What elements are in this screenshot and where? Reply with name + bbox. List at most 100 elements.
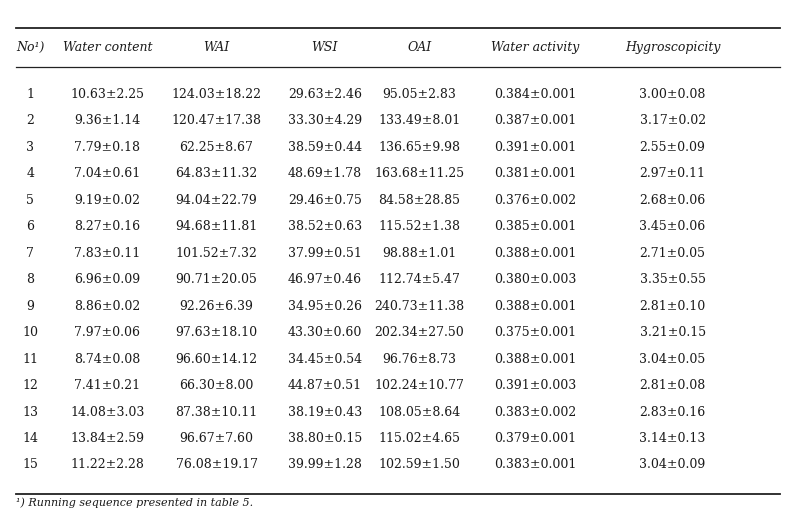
Text: 7.83±0.11: 7.83±0.11: [74, 247, 141, 260]
Text: 97.63±18.10: 97.63±18.10: [175, 326, 258, 339]
Text: 0.383±0.002: 0.383±0.002: [494, 405, 576, 419]
Text: 124.03±18.22: 124.03±18.22: [171, 88, 262, 101]
Text: 7.04±0.61: 7.04±0.61: [74, 168, 141, 180]
Text: 115.02±4.65: 115.02±4.65: [378, 432, 461, 445]
Text: 11: 11: [22, 353, 38, 366]
Text: 2: 2: [26, 114, 34, 127]
Text: Water activity: Water activity: [490, 41, 579, 54]
Text: 14: 14: [22, 432, 38, 445]
Text: 12: 12: [22, 379, 38, 392]
Text: 34.45±0.54: 34.45±0.54: [287, 353, 362, 366]
Text: 202.34±27.50: 202.34±27.50: [375, 326, 464, 339]
Text: 102.59±1.50: 102.59±1.50: [379, 459, 460, 472]
Text: 6.96±0.09: 6.96±0.09: [74, 273, 141, 286]
Text: 8: 8: [26, 273, 34, 286]
Text: 43.30±0.60: 43.30±0.60: [287, 326, 362, 339]
Text: 33.30±4.29: 33.30±4.29: [287, 114, 362, 127]
Text: 92.26±6.39: 92.26±6.39: [180, 300, 253, 313]
Text: 0.384±0.001: 0.384±0.001: [494, 88, 576, 101]
Text: 0.388±0.001: 0.388±0.001: [494, 300, 576, 313]
Text: 0.387±0.001: 0.387±0.001: [494, 114, 576, 127]
Text: ¹) Running sequence presented in table 5.: ¹) Running sequence presented in table 5…: [16, 497, 253, 508]
Text: 9.19±0.02: 9.19±0.02: [75, 194, 140, 207]
Text: 48.69±1.78: 48.69±1.78: [287, 168, 362, 180]
Text: 94.04±22.79: 94.04±22.79: [176, 194, 257, 207]
Text: 9: 9: [26, 300, 34, 313]
Text: 62.25±8.67: 62.25±8.67: [180, 141, 253, 154]
Text: 112.74±5.47: 112.74±5.47: [379, 273, 460, 286]
Text: 0.383±0.001: 0.383±0.001: [494, 459, 576, 472]
Text: 101.52±7.32: 101.52±7.32: [176, 247, 257, 260]
Text: 7.79±0.18: 7.79±0.18: [75, 141, 140, 154]
Text: 2.68±0.06: 2.68±0.06: [639, 194, 706, 207]
Text: 2.81±0.08: 2.81±0.08: [639, 379, 706, 392]
Text: 7: 7: [26, 247, 34, 260]
Text: 11.22±2.28: 11.22±2.28: [71, 459, 144, 472]
Text: 96.76±8.73: 96.76±8.73: [383, 353, 456, 366]
Text: 0.385±0.001: 0.385±0.001: [494, 220, 576, 233]
Text: 0.391±0.003: 0.391±0.003: [494, 379, 576, 392]
Text: 34.95±0.26: 34.95±0.26: [288, 300, 361, 313]
Text: 13: 13: [22, 405, 38, 419]
Text: 3.14±0.13: 3.14±0.13: [639, 432, 706, 445]
Text: 38.19±0.43: 38.19±0.43: [287, 405, 362, 419]
Text: 0.388±0.001: 0.388±0.001: [494, 353, 576, 366]
Text: 76.08±19.17: 76.08±19.17: [175, 459, 258, 472]
Text: 3: 3: [26, 141, 34, 154]
Text: 0.376±0.002: 0.376±0.002: [494, 194, 576, 207]
Text: 3.45±0.06: 3.45±0.06: [639, 220, 706, 233]
Text: 136.65±9.98: 136.65±9.98: [378, 141, 461, 154]
Text: 3.04±0.09: 3.04±0.09: [639, 459, 706, 472]
Text: 84.58±28.85: 84.58±28.85: [378, 194, 461, 207]
Text: 3.21±0.15: 3.21±0.15: [639, 326, 706, 339]
Text: 6: 6: [26, 220, 34, 233]
Text: 240.73±11.38: 240.73±11.38: [374, 300, 465, 313]
Text: 115.52±1.38: 115.52±1.38: [378, 220, 461, 233]
Text: 66.30±8.00: 66.30±8.00: [179, 379, 254, 392]
Text: 37.99±0.51: 37.99±0.51: [288, 247, 361, 260]
Text: 8.86±0.02: 8.86±0.02: [74, 300, 141, 313]
Text: 96.60±14.12: 96.60±14.12: [175, 353, 258, 366]
Text: 29.63±2.46: 29.63±2.46: [288, 88, 361, 101]
Text: Water content: Water content: [63, 41, 152, 54]
Text: 0.381±0.001: 0.381±0.001: [494, 168, 576, 180]
Text: 29.46±0.75: 29.46±0.75: [288, 194, 361, 207]
Text: 39.99±1.28: 39.99±1.28: [288, 459, 361, 472]
Text: 64.83±11.32: 64.83±11.32: [175, 168, 258, 180]
Text: 2.97±0.11: 2.97±0.11: [640, 168, 705, 180]
Text: 0.388±0.001: 0.388±0.001: [494, 247, 576, 260]
Text: 0.380±0.003: 0.380±0.003: [494, 273, 576, 286]
Text: 94.68±11.81: 94.68±11.81: [175, 220, 258, 233]
Text: 38.80±0.15: 38.80±0.15: [287, 432, 362, 445]
Text: 98.88±1.01: 98.88±1.01: [382, 247, 457, 260]
Text: 10.63±2.25: 10.63±2.25: [71, 88, 144, 101]
Text: 8.74±0.08: 8.74±0.08: [74, 353, 141, 366]
Text: 163.68±11.25: 163.68±11.25: [374, 168, 465, 180]
Text: 120.47±17.38: 120.47±17.38: [171, 114, 262, 127]
Text: 3.00±0.08: 3.00±0.08: [639, 88, 706, 101]
Text: 14.08±3.03: 14.08±3.03: [70, 405, 145, 419]
Text: 8.27±0.16: 8.27±0.16: [74, 220, 141, 233]
Text: WAI: WAI: [204, 41, 229, 54]
Text: 9.36±1.14: 9.36±1.14: [74, 114, 141, 127]
Text: 0.379±0.001: 0.379±0.001: [494, 432, 576, 445]
Text: 2.83±0.16: 2.83±0.16: [639, 405, 706, 419]
Text: 5: 5: [26, 194, 34, 207]
Text: 108.05±8.64: 108.05±8.64: [378, 405, 461, 419]
Text: 44.87±0.51: 44.87±0.51: [287, 379, 362, 392]
Text: 96.67±7.60: 96.67±7.60: [180, 432, 253, 445]
Text: 15: 15: [22, 459, 38, 472]
Text: 102.24±10.77: 102.24±10.77: [375, 379, 464, 392]
Text: Hygroscopicity: Hygroscopicity: [625, 41, 720, 54]
Text: 10: 10: [22, 326, 38, 339]
Text: No¹): No¹): [16, 41, 45, 54]
Text: OAI: OAI: [408, 41, 431, 54]
Text: 3.35±0.55: 3.35±0.55: [640, 273, 705, 286]
Text: 3.04±0.05: 3.04±0.05: [639, 353, 706, 366]
Text: 13.84±2.59: 13.84±2.59: [71, 432, 144, 445]
Text: 2.55±0.09: 2.55±0.09: [640, 141, 705, 154]
Text: 2.81±0.10: 2.81±0.10: [639, 300, 706, 313]
Text: 7.97±0.06: 7.97±0.06: [75, 326, 140, 339]
Text: 38.52±0.63: 38.52±0.63: [287, 220, 362, 233]
Text: 38.59±0.44: 38.59±0.44: [287, 141, 362, 154]
